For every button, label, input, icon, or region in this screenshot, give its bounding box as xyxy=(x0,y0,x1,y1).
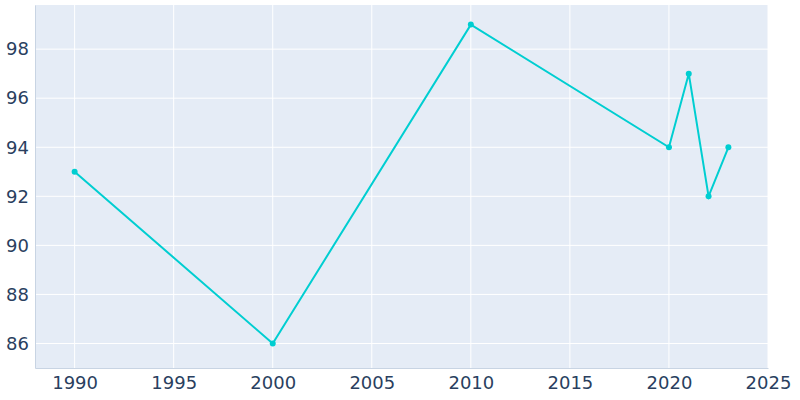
tick: 98 xyxy=(6,38,35,59)
point xyxy=(666,144,672,150)
point xyxy=(686,71,692,77)
grid-line-x xyxy=(74,5,75,368)
grid-line-y xyxy=(35,343,768,344)
tick: 92 xyxy=(6,186,35,207)
tick-label: 2025 xyxy=(746,372,792,393)
grid-line-x xyxy=(173,5,174,368)
tick: 1995 xyxy=(151,368,197,393)
tick-label: 1990 xyxy=(52,372,98,393)
tick: 86 xyxy=(6,333,35,354)
grid-line-y xyxy=(35,147,768,148)
tick-label: 92 xyxy=(6,186,29,207)
point xyxy=(706,193,712,199)
tick: 2020 xyxy=(647,368,693,393)
grid-line-y xyxy=(35,245,768,246)
tick-label: 90 xyxy=(6,235,29,256)
y-axis: 86 88 90 92 94 96 98 xyxy=(6,6,35,369)
tick: 88 xyxy=(6,284,35,305)
grid-line-y xyxy=(35,98,768,99)
tick: 90 xyxy=(6,235,35,256)
grid-line-x xyxy=(272,5,273,368)
tick: 94 xyxy=(6,137,35,158)
tick-label: 86 xyxy=(6,333,29,354)
chart: 1990 1995 2000 2005 2010 2015 2020 2025 86 88 90 92… xyxy=(0,0,800,400)
plot-background xyxy=(35,5,768,368)
tick-label: 98 xyxy=(6,38,29,59)
plot: 1990 1995 2000 2005 2010 2015 2020 2025 86 88 90 92… xyxy=(6,5,791,393)
tick-label: 1995 xyxy=(151,372,197,393)
tick: 2005 xyxy=(349,368,395,393)
point xyxy=(72,169,78,175)
tick: 2015 xyxy=(547,368,593,393)
point xyxy=(270,340,276,346)
grid-line-y xyxy=(35,49,768,50)
grid-line-x xyxy=(470,5,471,368)
tick-label: 2020 xyxy=(647,372,693,393)
axis-line xyxy=(36,368,769,369)
point xyxy=(468,22,474,28)
grid xyxy=(35,5,768,368)
tick-label: 2015 xyxy=(547,372,593,393)
tick: 2010 xyxy=(448,368,494,393)
line xyxy=(75,25,729,344)
point xyxy=(725,144,731,150)
grid-line-y xyxy=(35,294,768,295)
tick: 1990 xyxy=(52,368,98,393)
tick-label: 2000 xyxy=(250,372,296,393)
grid-line-y xyxy=(35,196,768,197)
grid-line-x xyxy=(668,5,669,368)
tick: 96 xyxy=(6,87,35,108)
axis-line xyxy=(35,6,36,369)
tick-label: 96 xyxy=(6,87,29,108)
tick-label: 88 xyxy=(6,284,29,305)
x-axis: 1990 1995 2000 2005 2010 2015 2020 2025 xyxy=(36,368,792,393)
tick: 2025 xyxy=(746,368,792,393)
grid-line-x xyxy=(569,5,570,368)
tick-label: 2010 xyxy=(448,372,494,393)
series xyxy=(72,22,732,347)
grid-line-x xyxy=(768,5,769,368)
tick-label: 94 xyxy=(6,137,29,158)
tick-label: 2005 xyxy=(349,372,395,393)
tick: 2000 xyxy=(250,368,296,393)
